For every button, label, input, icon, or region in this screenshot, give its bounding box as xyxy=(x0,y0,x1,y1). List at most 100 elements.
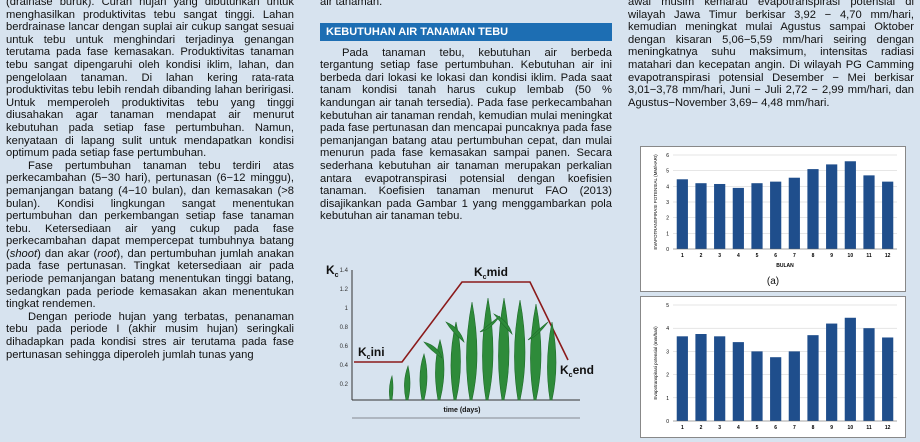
kc-end-label: Kcend xyxy=(560,363,594,379)
x-tick-label: 5 xyxy=(756,425,759,431)
x-tick-label: 1 xyxy=(681,253,684,259)
bar xyxy=(770,181,782,249)
x-tick-label: 11 xyxy=(866,425,872,431)
x-tick-label: 12 xyxy=(885,253,891,259)
text: ) dan akar ( xyxy=(37,247,98,260)
bar xyxy=(732,187,744,249)
x-tick-label: 6 xyxy=(774,425,777,431)
x-tick-label: 1 xyxy=(681,425,684,431)
bar xyxy=(770,357,782,421)
x-tick-label: 9 xyxy=(830,425,833,431)
y-tick: 1 xyxy=(345,306,349,312)
y-axis-label: EVAPOTRANSPIRASI POTENSIAL (MM/HARI) xyxy=(653,154,658,250)
bar xyxy=(751,351,763,421)
x-tick-label: 7 xyxy=(793,425,796,431)
y-tick-label: 3 xyxy=(666,349,669,355)
x-tick-label: 10 xyxy=(848,253,854,259)
paragraph-growth-phases: Fase pertumbuhan tanaman tebu terdiri at… xyxy=(6,160,294,311)
kc-figure: 1.4 1.2 1 0.8 0.6 0.4 0.2 xyxy=(322,262,602,425)
bar xyxy=(714,183,726,249)
y-tick-label: 0 xyxy=(666,419,669,425)
bar xyxy=(807,169,819,249)
y-tick: 1.4 xyxy=(340,268,349,274)
y-tick-label: 2 xyxy=(666,216,669,222)
paragraph-fragment: air tanaman. xyxy=(320,0,383,8)
bar xyxy=(882,181,894,249)
y-tick-label: 6 xyxy=(666,153,669,159)
x-tick-label: 8 xyxy=(812,253,815,259)
x-tick-label: 6 xyxy=(774,253,777,259)
y-tick: 1.2 xyxy=(340,287,349,293)
text-column-right: awal musim kemarau evapotranspirasi pote… xyxy=(628,0,914,425)
paragraph-drainage: (drainase buruk). Curah hujan yang dibut… xyxy=(6,0,294,160)
y-tick-label: 5 xyxy=(666,169,669,175)
text-column-middle: air tanaman. KEBUTUHAN AIR TANAMAN TEBU … xyxy=(320,0,612,425)
bar xyxy=(676,179,688,249)
bar xyxy=(732,342,744,421)
kc-curve xyxy=(354,281,569,363)
bar xyxy=(844,317,856,421)
chart-b-box: 0 1 2 3 4 5 1 2 3 4 5 6 7 8 9 10 11 12 Evapotranspirasi po… xyxy=(640,296,906,438)
y-tick-label: 1 xyxy=(666,396,669,402)
y-tick-labels: 1.4 1.2 1 0.8 0.6 0.4 0.2 xyxy=(340,268,349,388)
x-tick-label: 10 xyxy=(848,425,854,431)
text: Fase pertumbuhan tanaman tebu terdiri at… xyxy=(6,159,294,260)
y-tick-label: 2 xyxy=(666,373,669,379)
bar xyxy=(676,336,688,421)
y-tick: 0.6 xyxy=(340,344,349,350)
x-tick-label: 2 xyxy=(700,425,703,431)
y-tick: 0.2 xyxy=(340,382,349,388)
y-tick-label: 5 xyxy=(666,303,669,309)
kc-mid-label: Kcmid xyxy=(474,265,508,281)
bar xyxy=(714,336,726,421)
kc-x-label: time (days) xyxy=(444,407,481,414)
x-tick-label: 7 xyxy=(793,253,796,259)
x-tick-label: 12 xyxy=(885,425,891,431)
bar xyxy=(863,175,875,249)
kc-ini-label: Kcini xyxy=(358,345,385,361)
x-tick-label: 5 xyxy=(756,253,759,259)
y-tick: 0.4 xyxy=(340,363,349,369)
paragraph-water-needs: Pada tanaman tebu, kebutuhan air berbeda… xyxy=(320,46,612,223)
y-tick-label: 1 xyxy=(666,231,669,237)
plant-illustrations xyxy=(389,297,557,401)
bar xyxy=(882,337,894,421)
bar xyxy=(863,328,875,421)
x-tick-label: 4 xyxy=(737,425,740,431)
text: ), dan pertumbuhan jumlah anakan pada fa… xyxy=(6,247,294,311)
x-axis-label: BULAN xyxy=(776,263,794,269)
bar xyxy=(695,334,707,421)
y-tick: 0.8 xyxy=(340,325,349,331)
chart-a-caption: (a) xyxy=(766,276,780,287)
bar xyxy=(826,323,838,421)
italic-term: shoot xyxy=(9,247,38,260)
italic-term: root xyxy=(97,247,117,260)
x-tick-label: 8 xyxy=(812,425,815,431)
y-tick-label: 4 xyxy=(666,326,669,332)
y-tick-label: 0 xyxy=(666,247,669,253)
bar xyxy=(788,177,800,249)
text-column-left: (drainase buruk). Curah hujan yang dibut… xyxy=(6,0,294,425)
paragraph-evapotranspiration: awal musim kemarau evapotranspirasi pote… xyxy=(628,0,914,109)
bar xyxy=(807,335,819,421)
x-tick-label: 9 xyxy=(830,253,833,259)
bar xyxy=(826,164,838,249)
kc-diagram: 1.4 1.2 1 0.8 0.6 0.4 0.2 xyxy=(326,263,594,419)
x-tick-label: 3 xyxy=(718,425,721,431)
x-tick-label: 11 xyxy=(866,253,872,259)
y-tick-label: 3 xyxy=(666,200,669,206)
x-tick-label: 4 xyxy=(737,253,740,259)
section-heading: KEBUTUHAN AIR TANAMAN TEBU xyxy=(320,22,612,41)
paragraph-rain-period: Dengan periode hujan yang terbatas, pena… xyxy=(6,310,294,361)
bar xyxy=(695,183,707,249)
x-tick-label: 2 xyxy=(700,253,703,259)
chart-a-box: 0 1 2 3 4 5 6 1 2 3 4 5 6 7 8 9 10 11 12 EVAPOTRANSPIRASI P… xyxy=(640,146,906,292)
bar xyxy=(844,161,856,249)
y-axis-label: Evapotranspirasi potensial (mm/hari) xyxy=(653,326,658,400)
y-tick-label: 4 xyxy=(666,184,669,190)
bar xyxy=(788,351,800,421)
x-tick-label: 3 xyxy=(718,253,721,259)
kc-axis-label: Kc xyxy=(326,263,339,279)
